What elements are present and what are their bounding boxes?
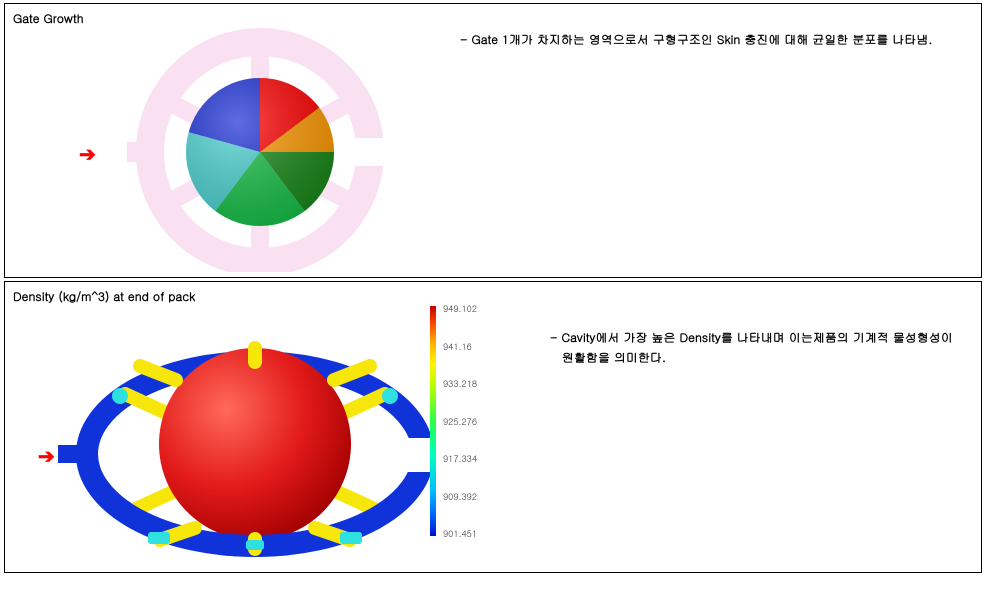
density-colorbar: 949.102 941.16 933.218 925.276 917.334 9… <box>425 306 525 556</box>
legend-tick: 941.16 <box>443 340 477 353</box>
legend-tick: 909.392 <box>443 490 477 503</box>
legend-tick: 949.102 <box>443 302 477 315</box>
panel-density: Density (kg/m^3) at end of pack - Cavity… <box>4 281 982 573</box>
panel-gate-growth: Gate Growth - Gate 1개가 차지하는 영역으로서 구형구조인 … <box>4 3 982 278</box>
panel-title-top: Gate Growth <box>13 10 84 27</box>
gate-growth-diagram: ➔ <box>85 22 435 272</box>
legend-tick: 917.334 <box>443 452 477 465</box>
panel-title-bottom: Density (kg/m^3) at end of pack <box>13 288 195 305</box>
legend-tick: 933.218 <box>443 377 477 390</box>
inlet-arrow-icon: ➔ <box>38 440 55 469</box>
gate-growth-svg <box>85 22 435 272</box>
legend-tick: 901.451 <box>443 527 477 540</box>
colorbar-gradient <box>430 306 436 536</box>
description-top: - Gate 1개가 차지하는 영역으로서 구형구조인 Skin 충진에 대해 … <box>460 30 970 50</box>
desc-bottom-line2: 원활함을 의미한다. <box>550 348 970 368</box>
sphere-red <box>159 348 351 540</box>
description-bottom: - Cavity에서 가장 높은 Density를 나타내며 이는제품의 기계적… <box>550 328 970 369</box>
colorbar-labels: 949.102 941.16 933.218 925.276 917.334 9… <box>443 302 477 540</box>
desc-bottom-line1: - Cavity에서 가장 높은 Density를 나타내며 이는제품의 기계적… <box>550 328 970 348</box>
sphere <box>175 72 345 232</box>
density-svg <box>40 304 460 564</box>
legend-tick: 925.276 <box>443 415 477 428</box>
inlet-arrow-icon: ➔ <box>79 138 96 167</box>
density-diagram: ➔ <box>40 304 460 564</box>
